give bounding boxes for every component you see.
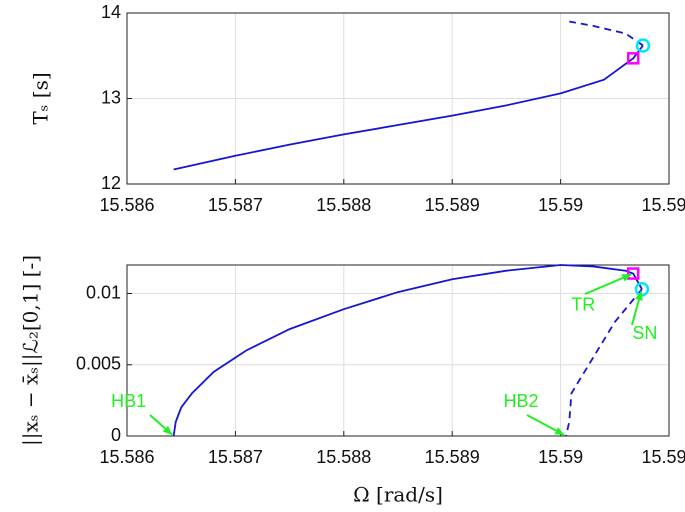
- curve: [569, 20, 644, 47]
- axes-box: [126, 264, 670, 437]
- annotation-arrowhead: [162, 425, 173, 435]
- x-tick-label: 15.588: [316, 195, 371, 215]
- marker-square: [626, 267, 640, 280]
- x-tick-label: 15.589: [425, 447, 480, 467]
- y-tick-label: 0: [111, 425, 121, 445]
- marker-circle: [635, 38, 651, 53]
- x-tick-label: 15.591: [641, 447, 685, 467]
- curve: [565, 288, 643, 437]
- y-axis-label: Tₛ [s]: [29, 72, 53, 124]
- annotation-arrowhead: [635, 291, 643, 301]
- y-tick-label: 12: [101, 173, 121, 193]
- y-tick-label: 0.01: [86, 282, 121, 302]
- annotation: HB1: [111, 391, 146, 411]
- x-tick-label: 15.59: [538, 447, 583, 467]
- axes-box: [126, 12, 670, 185]
- x-tick-label: 15.587: [208, 447, 263, 467]
- x-tick-label: 15.591: [641, 195, 685, 215]
- marker-square: [626, 52, 640, 65]
- curve: [172, 264, 643, 437]
- y-tick-label: 14: [101, 2, 121, 22]
- annotation-arrowhead: [621, 274, 632, 282]
- y-tick-label: 13: [101, 87, 121, 107]
- x-tick-label: 15.586: [99, 447, 154, 467]
- annotation: SN: [632, 323, 657, 343]
- annotation: HB2: [504, 391, 539, 411]
- x-axis-label: Ω [rad/s]: [353, 483, 443, 507]
- x-tick-label: 15.589: [425, 195, 480, 215]
- annotation: TR: [571, 294, 595, 314]
- annotation-arrowhead: [554, 427, 565, 436]
- y-tick-label: 0.005: [76, 354, 121, 374]
- x-tick-label: 15.588: [316, 447, 371, 467]
- x-tick-label: 15.59: [538, 195, 583, 215]
- x-tick-label: 15.587: [208, 195, 263, 215]
- x-tick-label: 15.586: [99, 195, 154, 215]
- y-axis-label: ||xₛ − x̄ₛ||ℒ₂[0,1] [-]: [19, 255, 44, 446]
- curve: [173, 44, 644, 171]
